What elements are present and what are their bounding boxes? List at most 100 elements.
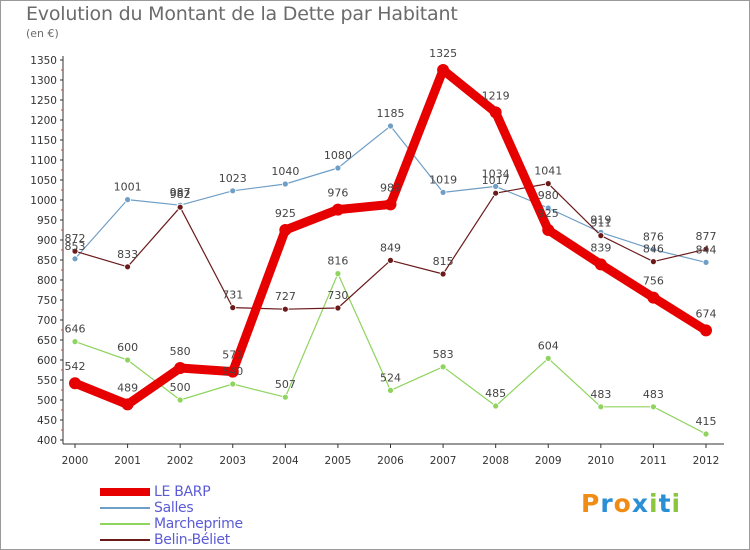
data-label: 839: [590, 241, 611, 254]
data-point: [542, 224, 555, 236]
data-point: [387, 256, 394, 264]
data-label: 604: [538, 339, 559, 352]
data-point: [594, 258, 607, 271]
data-point: [121, 398, 134, 411]
data-label: 844: [696, 243, 717, 256]
data-point: [71, 247, 79, 255]
data-label: 815: [433, 255, 454, 268]
x-tick-label: 2001: [114, 455, 141, 467]
x-tick-label: 2008: [482, 455, 509, 467]
data-label: 877: [696, 230, 717, 243]
data-point: [544, 354, 552, 362]
data-label: 816: [327, 255, 348, 268]
data-point: [71, 255, 79, 263]
data-point: [229, 380, 237, 388]
data-labels-layer: 646 600 500 540 507 816 524 583 485 604 483 483 415 8…: [65, 47, 717, 428]
data-label: 489: [117, 381, 138, 394]
data-point: [489, 106, 502, 119]
series-layer: [69, 64, 712, 438]
data-label: 853: [65, 240, 86, 253]
y-tick-label: 850: [37, 255, 57, 267]
data-point: [281, 393, 289, 401]
y-tick-label: 600: [37, 355, 57, 367]
y-tick-label: 1050: [30, 175, 57, 187]
data-label: 483: [590, 388, 611, 401]
data-point: [650, 246, 657, 254]
data-label: 542: [65, 360, 86, 373]
data-point: [439, 270, 447, 278]
data-label: 987: [170, 186, 191, 199]
data-point: [700, 324, 712, 337]
data-label: 1034: [482, 167, 510, 180]
logo-letter: o: [613, 489, 632, 518]
x-tick-label: 2007: [430, 455, 457, 467]
data-label: 583: [433, 348, 454, 361]
x-tick-label: 2006: [377, 455, 404, 467]
data-label: 674: [696, 307, 717, 320]
y-tick-label: 1150: [30, 135, 57, 147]
data-label: 500: [170, 381, 191, 394]
data-label: 1001: [114, 181, 142, 194]
data-label: 1080: [324, 149, 352, 162]
data-point: [279, 224, 292, 236]
y-tick-label: 650: [37, 335, 57, 347]
line-chart: 400 450 500 550 600 650 700 750 800 850 900 950 1000…: [30, 47, 724, 467]
logo-letter: x: [631, 489, 649, 518]
y-tick-label: 950: [37, 215, 57, 227]
data-point: [702, 258, 710, 266]
data-point: [174, 362, 187, 374]
logo-letter: i: [671, 489, 682, 518]
data-label: 980: [538, 189, 559, 202]
logo-letter: t: [658, 489, 672, 518]
data-label: 646: [65, 323, 86, 336]
data-point: [439, 188, 447, 196]
data-point: [650, 258, 657, 266]
data-point: [124, 263, 131, 271]
data-point: [702, 245, 710, 253]
data-point: [281, 305, 289, 313]
data-label: 1023: [219, 172, 247, 185]
data-point: [176, 203, 184, 211]
legend-swatch: [100, 507, 150, 509]
legend-label: Salles: [154, 500, 194, 516]
data-point: [702, 430, 710, 438]
data-point: [439, 363, 447, 371]
data-label: 1040: [271, 165, 299, 178]
y-tick-label: 550: [37, 375, 57, 387]
x-tick-label: 2011: [640, 455, 667, 467]
data-point: [650, 403, 657, 411]
data-label: 731: [222, 289, 243, 302]
data-label: 849: [380, 241, 401, 254]
legend-label: LE BARP: [154, 484, 211, 500]
data-point: [544, 204, 552, 212]
data-label: 600: [117, 341, 138, 354]
data-label: 415: [696, 415, 717, 428]
y-tick-label: 1100: [30, 155, 57, 167]
data-label: 846: [643, 243, 664, 256]
data-label: 925: [538, 207, 559, 220]
chart-title: Evolution du Montant de la Dette par Hab…: [26, 3, 458, 25]
data-label: 919: [590, 213, 611, 226]
data-label: 483: [643, 388, 664, 401]
data-point: [437, 64, 450, 76]
data-point: [597, 403, 605, 411]
data-point: [647, 291, 660, 304]
data-label: 507: [275, 378, 296, 391]
data-label: 911: [590, 217, 611, 230]
legend-swatch: [100, 539, 150, 541]
data-point: [492, 189, 500, 197]
data-label: 540: [222, 365, 243, 378]
data-label: 571: [222, 349, 243, 362]
data-label: 833: [117, 248, 138, 261]
axes: 400 450 500 550 600 650 700 750 800 850 900 950 1000…: [30, 55, 724, 467]
logo-letter: r: [600, 489, 614, 518]
data-label: 756: [643, 275, 664, 288]
logo-letter: i: [649, 489, 659, 518]
data-label: 730: [327, 289, 348, 302]
chart-subtitle: (en €): [26, 27, 59, 40]
x-tick-label: 2003: [219, 455, 246, 467]
legend-label: Belin-Béliet: [154, 532, 230, 548]
x-tick-label: 2012: [693, 455, 720, 467]
data-point: [71, 338, 79, 346]
x-tick-label: 2004: [272, 455, 299, 467]
